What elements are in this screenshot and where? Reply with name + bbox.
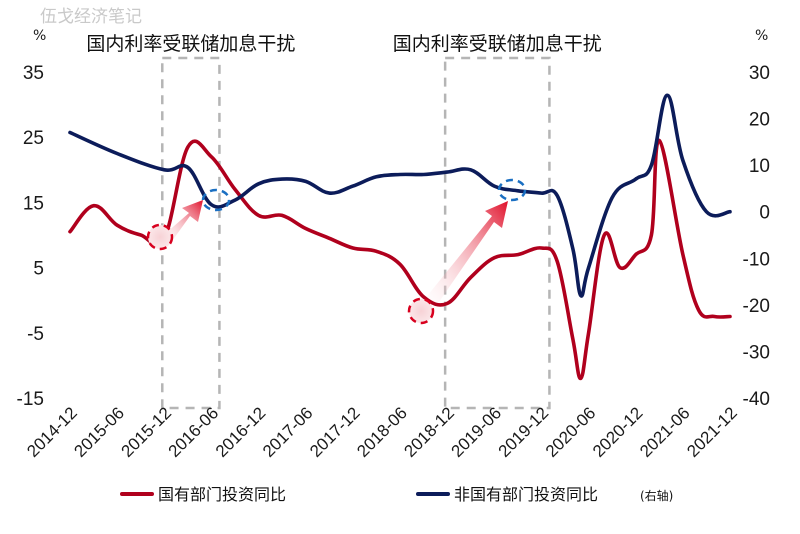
series-lines xyxy=(68,93,732,381)
x-tick-label: 2017-12 xyxy=(306,403,364,461)
right-tick-label: 20 xyxy=(749,110,770,131)
blue-marker-2 xyxy=(497,178,527,202)
right-tick-label: 10 xyxy=(749,156,770,177)
right-tick-label: -10 xyxy=(743,249,770,270)
left-tick-label: 25 xyxy=(23,128,44,149)
legend-label-private-suffix: (右轴) xyxy=(640,488,673,503)
right-axis-unit: % xyxy=(755,28,768,44)
x-tick-label: 2016-06 xyxy=(165,403,223,461)
annotation-label: 国内利率受联储加息干扰 xyxy=(86,33,295,55)
red-marker-2 xyxy=(407,297,435,325)
x-tick-label: 2021-12 xyxy=(683,403,741,461)
annotation-labels: 国内利率受联储加息干扰 国内利率受联储加息干扰 xyxy=(86,33,601,55)
right-axis-ticks: 30 20 10 0 -10 -20 -30 -40 xyxy=(743,63,770,410)
left-axis-ticks: 35 25 15 5 -5 -15 xyxy=(17,63,44,410)
left-tick-label: -5 xyxy=(27,324,44,345)
series-line-state-investment xyxy=(68,138,732,381)
annotation-label: 国内利率受联储加息干扰 xyxy=(393,33,602,55)
right-tick-label: 30 xyxy=(749,63,770,84)
legend: 国有部门投资同比 非国有部门投资同比 (右轴) xyxy=(120,485,673,504)
x-tick-label: 2019-06 xyxy=(448,403,506,461)
annotation-boxes xyxy=(161,56,551,410)
red-marker-1 xyxy=(146,223,174,251)
highlight-markers xyxy=(146,178,527,325)
annotation-box xyxy=(443,56,551,410)
right-tick-label: -30 xyxy=(743,342,770,363)
x-tick-label: 2018-06 xyxy=(353,403,411,461)
x-tick-label: 2021-06 xyxy=(636,403,694,461)
x-tick-label: 2015-12 xyxy=(118,403,176,461)
x-axis-ticks: 2014-122015-062015-122016-062016-122017-… xyxy=(23,403,741,461)
watermark: 伍戈经济笔记 xyxy=(40,7,142,27)
right-tick-label: 0 xyxy=(759,203,770,224)
x-tick-label: 2016-12 xyxy=(212,403,270,461)
x-tick-label: 2020-06 xyxy=(542,403,600,461)
left-tick-label: 15 xyxy=(23,193,44,214)
x-tick-label: 2017-06 xyxy=(259,403,317,461)
x-tick-label: 2014-12 xyxy=(23,403,81,461)
blue-marker-1 xyxy=(201,188,231,212)
left-tick-label: -15 xyxy=(17,389,44,410)
left-tick-label: 35 xyxy=(23,63,44,84)
left-axis-unit: % xyxy=(33,28,46,44)
x-tick-label: 2018-12 xyxy=(400,403,458,461)
legend-label-private: 非国有部门投资同比 xyxy=(454,485,598,504)
series-line-private-investment xyxy=(68,93,732,298)
x-tick-label: 2020-12 xyxy=(589,403,647,461)
legend-item-state: 国有部门投资同比 xyxy=(120,485,286,504)
arrow-2-body xyxy=(419,201,508,315)
x-tick-label: 2019-12 xyxy=(495,403,553,461)
arrow-annotation-2 xyxy=(419,201,508,315)
legend-item-private: 非国有部门投资同比 (右轴) xyxy=(416,485,673,504)
right-tick-label: -20 xyxy=(743,296,770,317)
right-tick-label: -40 xyxy=(743,389,770,410)
left-tick-label: 5 xyxy=(33,259,44,280)
legend-label-state: 国有部门投资同比 xyxy=(158,485,286,504)
x-tick-label: 2015-06 xyxy=(70,403,128,461)
annotation-box xyxy=(161,56,221,410)
